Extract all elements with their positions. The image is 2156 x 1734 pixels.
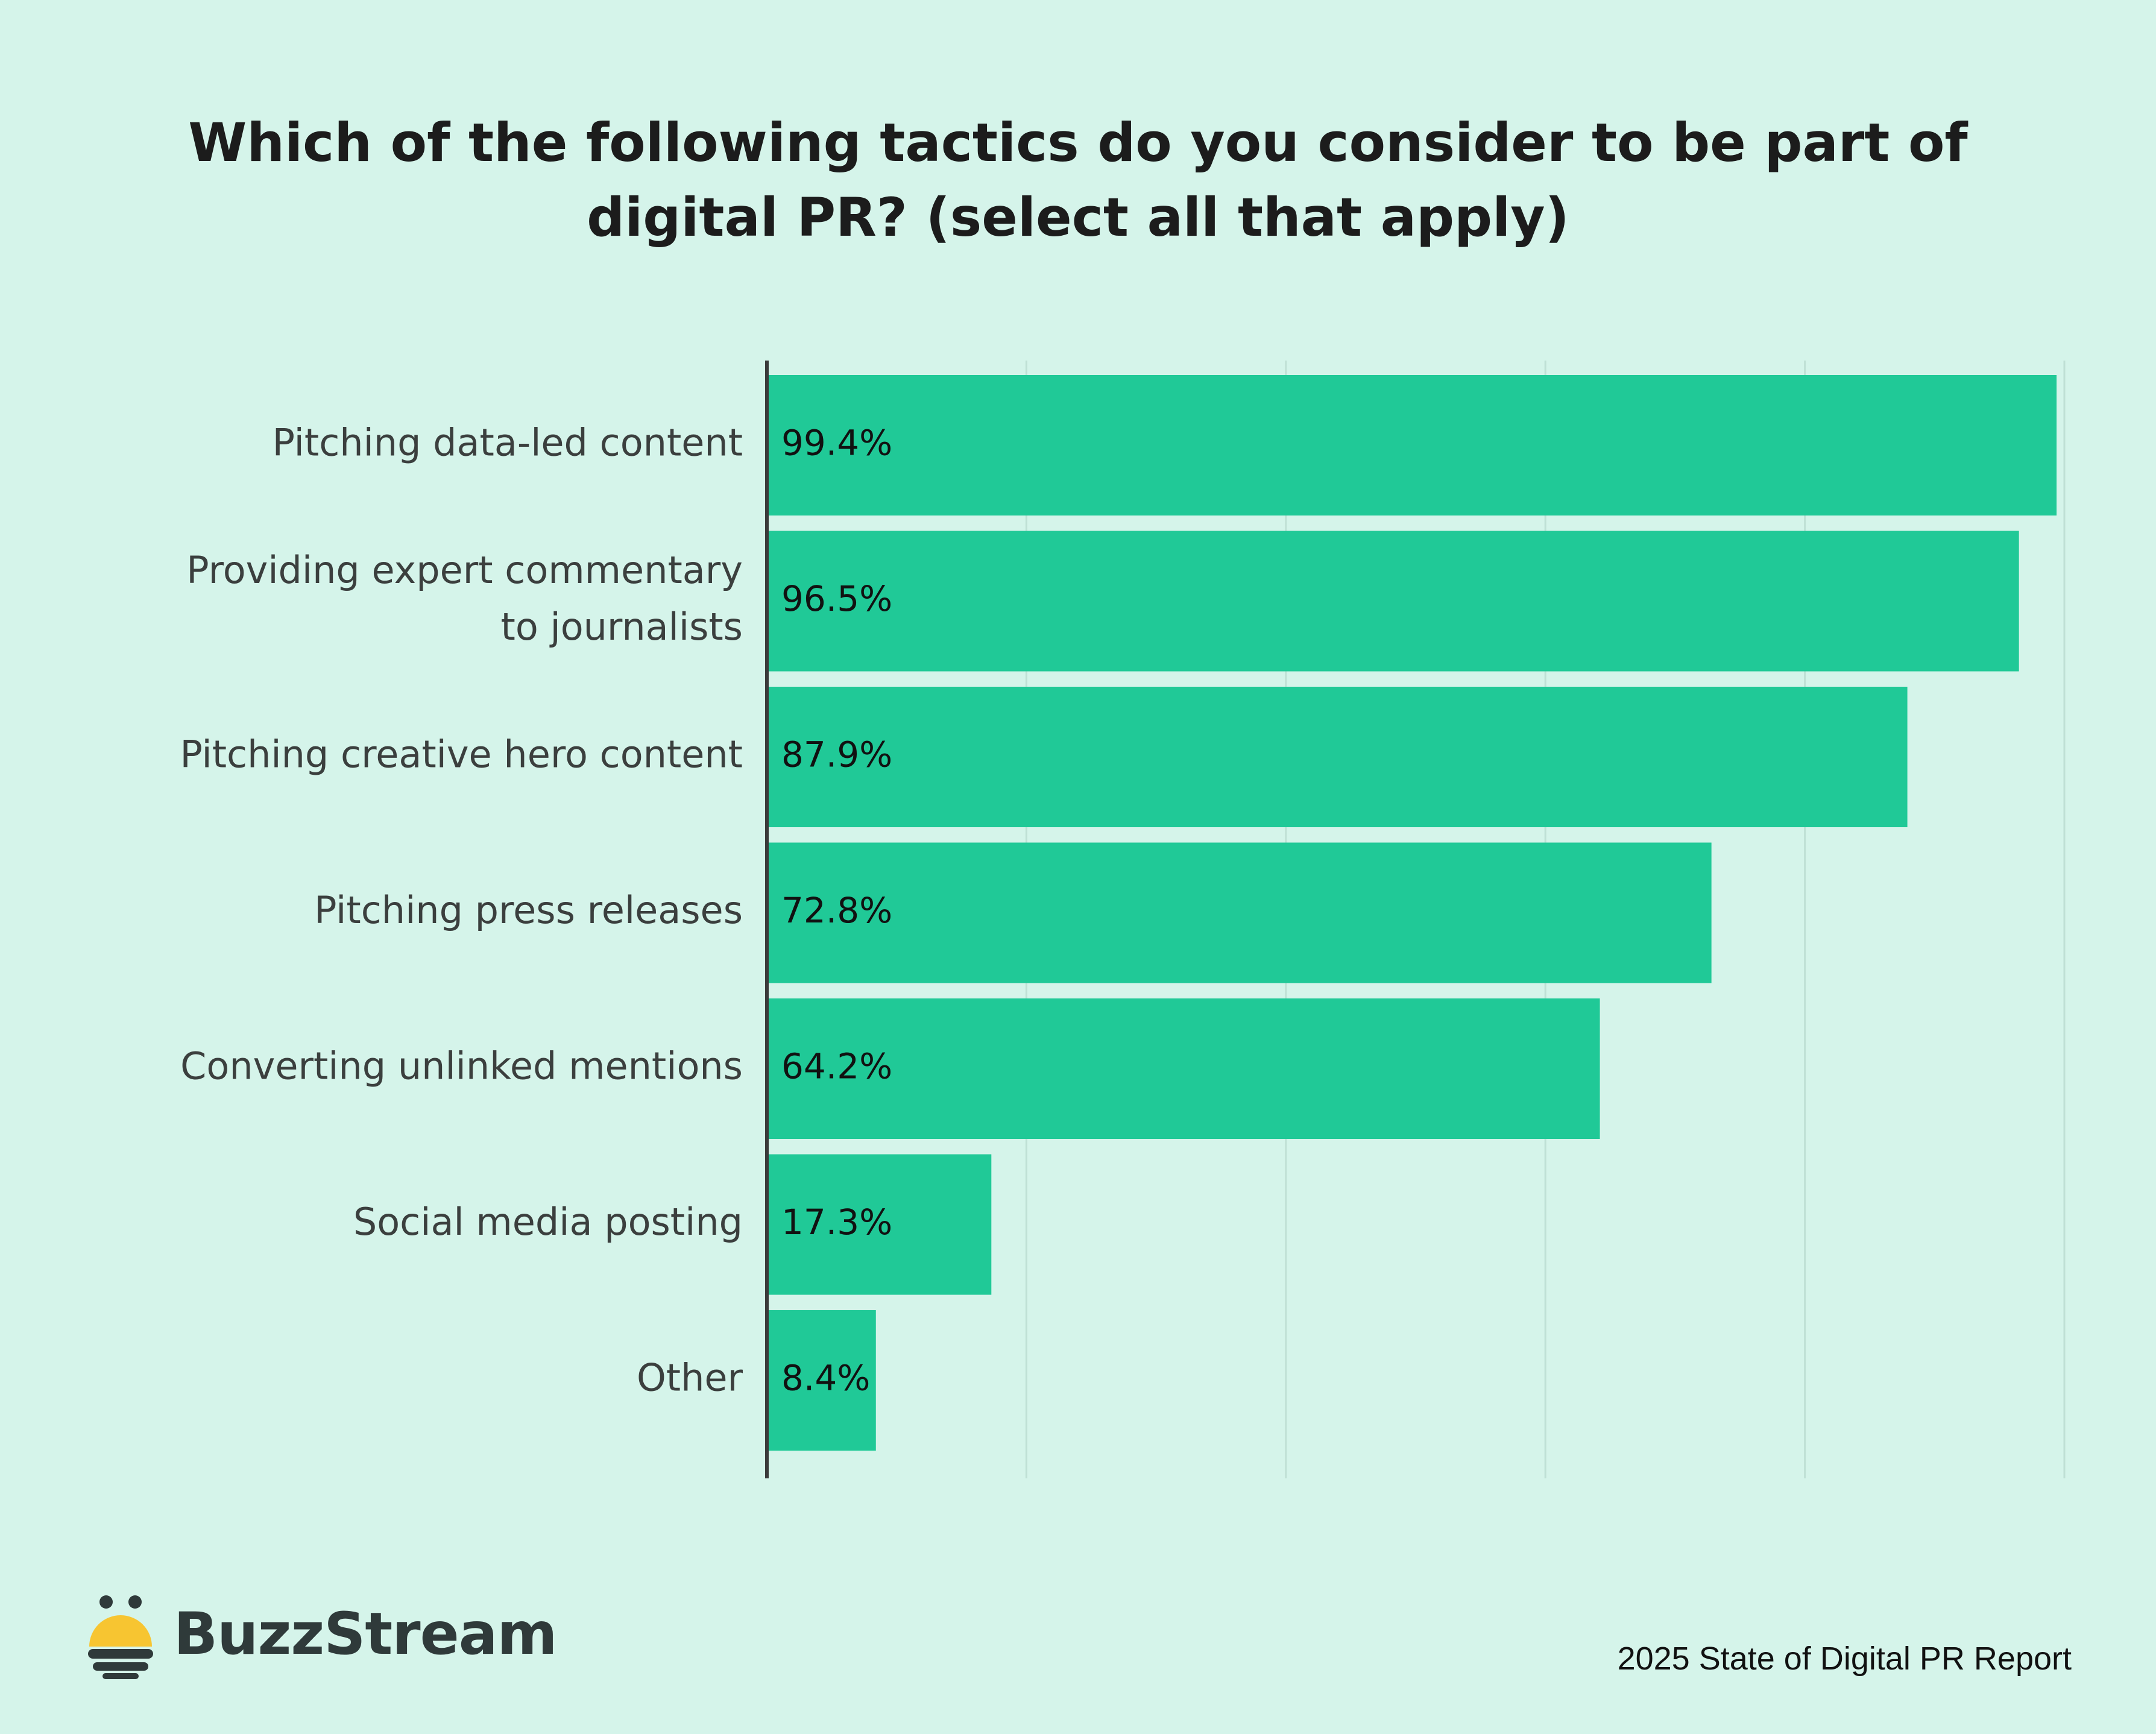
bar-chart: 99.4% Pitching data-led content 96.5% Provi…	[180, 361, 2066, 1478]
buzzstream-bee-icon	[88, 1595, 153, 1679]
category-label: Converting unlinked mentions	[180, 1044, 743, 1088]
category-label: Providing expert commentary to journalist…	[186, 548, 743, 649]
data-label: 17.3%	[781, 1202, 892, 1243]
data-label: 72.8%	[781, 890, 892, 931]
data-label: 99.4%	[781, 423, 892, 464]
bar	[767, 998, 1600, 1139]
chart-title: Which of the following tactics do you co…	[188, 112, 1968, 248]
bar	[767, 687, 1908, 827]
bar	[767, 531, 2019, 672]
bar	[767, 375, 2057, 515]
bar	[767, 842, 1712, 983]
category-label: Pitching press releases	[314, 888, 743, 932]
data-label: 8.4%	[781, 1358, 870, 1399]
category-label: Social media posting	[353, 1200, 743, 1244]
data-label: 64.2%	[781, 1046, 892, 1087]
brand-logo: BuzzStream	[84, 1586, 558, 1682]
category-label: Other	[637, 1356, 743, 1400]
category-label: Pitching creative hero content	[180, 733, 743, 777]
brand-name: BuzzStream	[174, 1600, 558, 1668]
category-label: Pitching data-led content	[273, 421, 743, 465]
data-label: 87.9%	[781, 734, 892, 775]
data-label: 96.5%	[781, 578, 892, 619]
source-label: 2025 State of Digital PR Report	[1617, 1641, 2072, 1677]
bar	[767, 1154, 992, 1295]
bar	[767, 1310, 876, 1451]
